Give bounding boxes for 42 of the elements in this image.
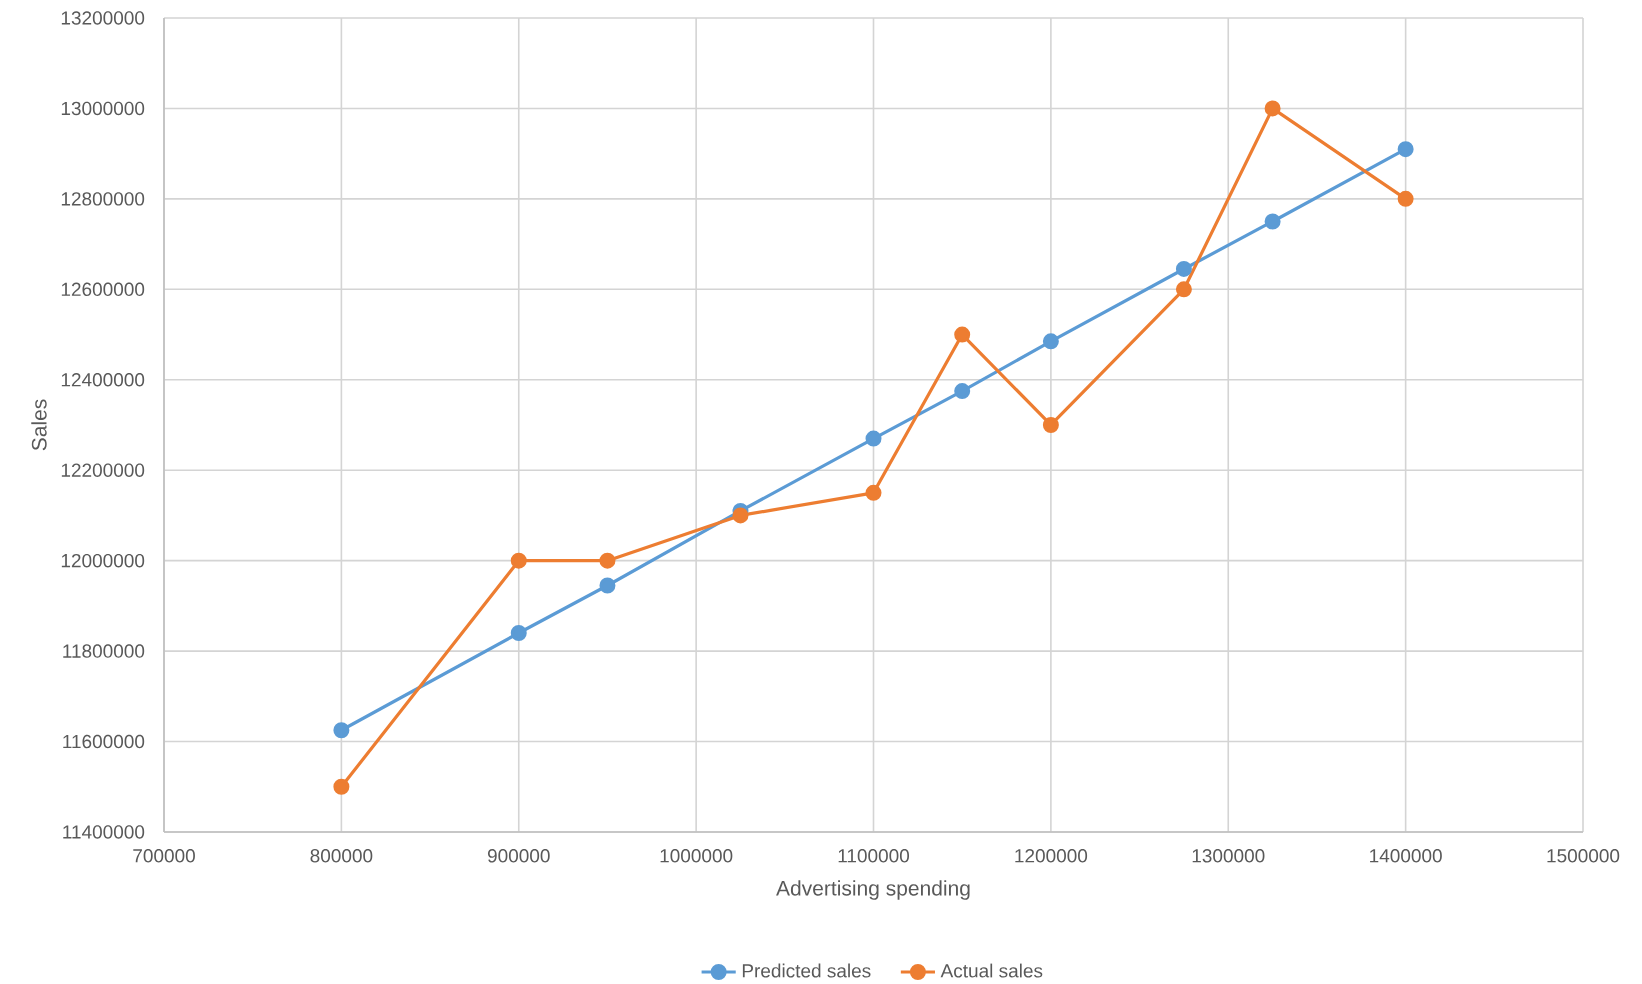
- point: [333, 778, 350, 795]
- y-tick-label: 13000000: [61, 101, 145, 116]
- y-tick-label: 12800000: [61, 192, 145, 206]
- legend-label: Actual sales: [940, 963, 1043, 978]
- point: [1175, 260, 1192, 277]
- legend-label: Predicted sales: [742, 963, 871, 978]
- x-tick-label: 800000: [310, 849, 373, 863]
- y-axis-title: Sales: [31, 399, 47, 451]
- y-tick-label: 12600000: [61, 282, 145, 297]
- point: [1175, 281, 1192, 298]
- point: [954, 383, 971, 400]
- x-tick-label: 1100000: [838, 849, 910, 863]
- y-tick-label: 13200000: [61, 11, 145, 25]
- point: [865, 484, 882, 501]
- point: [1042, 333, 1059, 350]
- point: [954, 326, 971, 343]
- point: [510, 625, 527, 641]
- point: [1397, 141, 1414, 158]
- point: [599, 577, 616, 594]
- y-tick-label: 11800000: [63, 644, 145, 658]
- x-tick-label: 900000: [487, 849, 550, 863]
- x-tick-label: 1500000: [1547, 849, 1620, 863]
- y-tick-label: 11400000: [63, 825, 145, 839]
- x-tick-label: 1000000: [660, 849, 733, 863]
- point: [1264, 213, 1281, 230]
- x-tick-label: 700000: [133, 849, 195, 863]
- y-tick-label: 11600000: [63, 734, 145, 749]
- point: [1397, 190, 1414, 207]
- point: [599, 552, 616, 569]
- x-tick-label: 1400000: [1370, 849, 1442, 863]
- y-tick-label: 12000000: [61, 553, 145, 568]
- y-tick-label: 12400000: [61, 373, 145, 387]
- point: [1264, 100, 1281, 117]
- y-tick-label: 12200000: [61, 463, 145, 477]
- point: [865, 430, 882, 447]
- x-tick-label: 1300000: [1192, 849, 1265, 863]
- point: [510, 552, 527, 569]
- point: [333, 722, 350, 739]
- x-axis-title: Advertising spending: [776, 880, 970, 900]
- point: [1042, 416, 1059, 433]
- x-tick-label: 1200000: [1015, 849, 1088, 863]
- point: [732, 507, 749, 524]
